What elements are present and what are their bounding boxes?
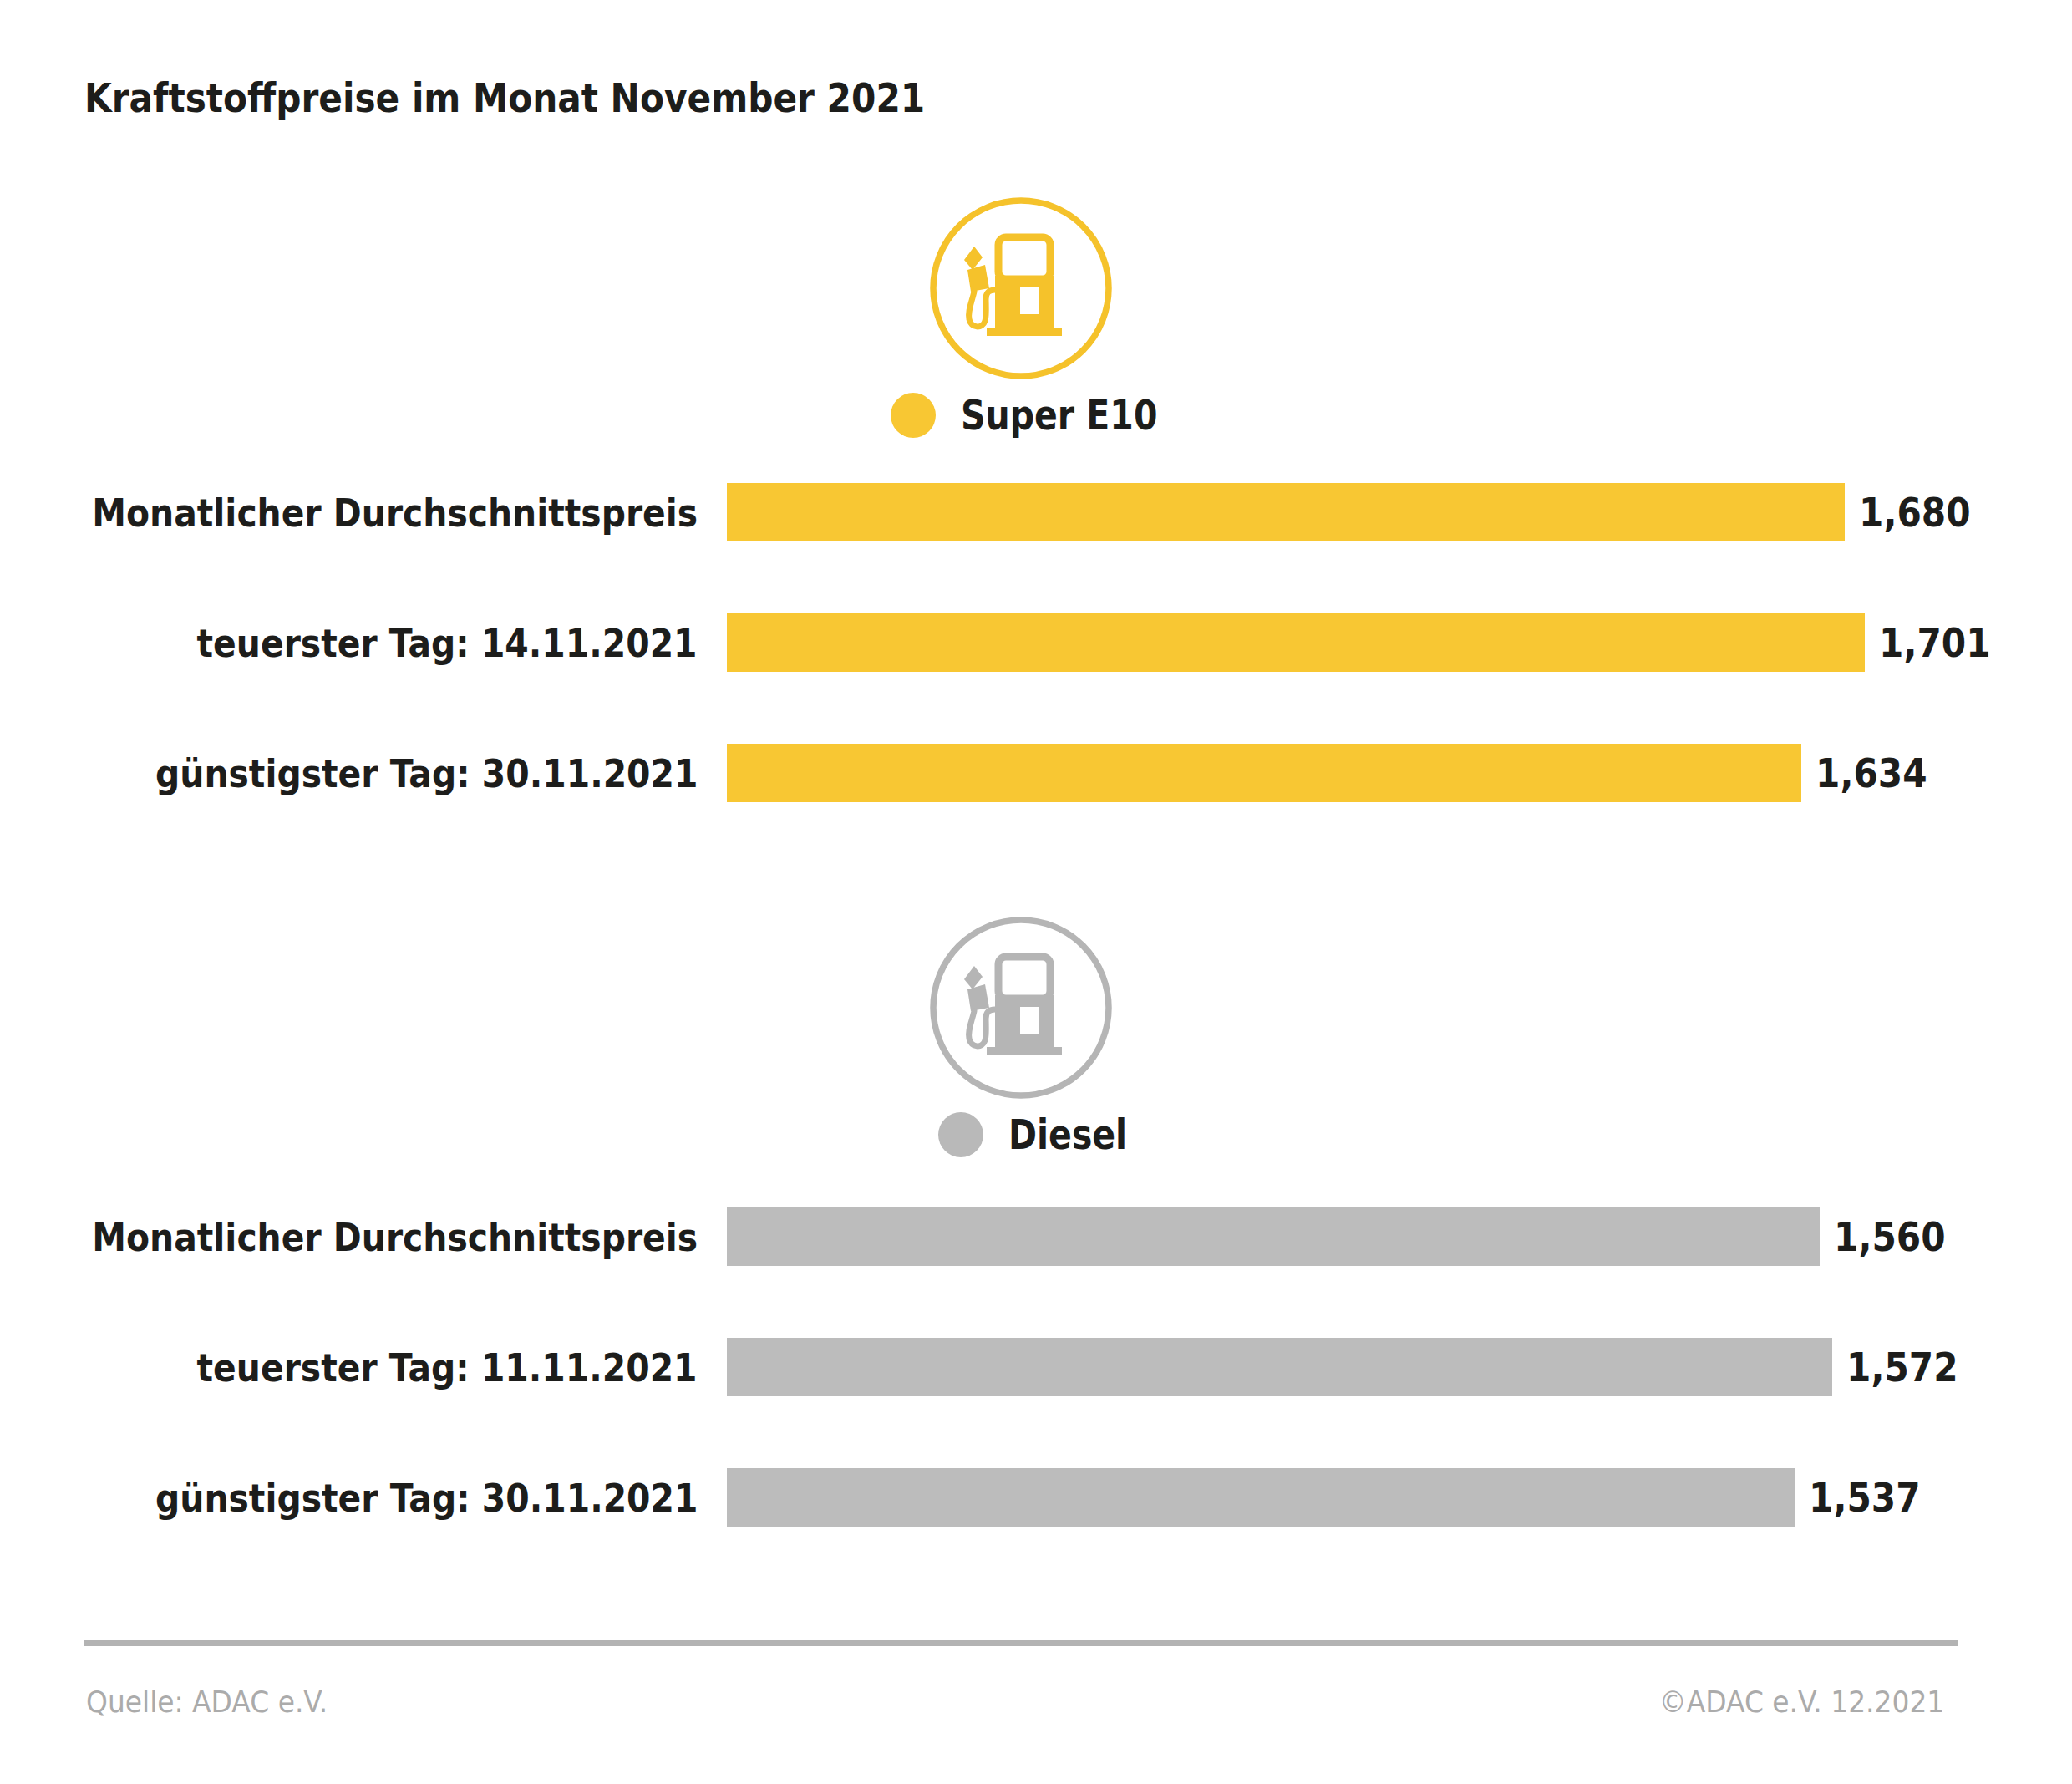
fuel-price-infographic: Kraftstoffpreise im Monat November 2021 … — [0, 0, 2072, 1784]
legend-dot-diesel — [938, 1112, 983, 1157]
bar-value: 1,634 — [1816, 750, 1927, 796]
fuel-pump-icon-super-e10 — [925, 192, 1117, 384]
footer-copyright: ©ADAC e.V. 12.2021 — [1659, 1685, 1944, 1719]
bar-value: 1,560 — [1834, 1213, 1946, 1260]
row-label: günstigster Tag: 30.11.2021 — [155, 750, 698, 796]
bar-super-avg — [727, 483, 1845, 541]
bar-row-super-avg: Monatlicher Durchschnittspreis 1,680 — [0, 483, 2072, 541]
super-e10-header: Super E10 — [84, 192, 1958, 439]
row-label: teuerster Tag: 11.11.2021 — [197, 1344, 698, 1390]
bar-diesel-avg — [727, 1207, 1820, 1266]
row-label: Monatlicher Durchschnittspreis — [92, 1214, 698, 1260]
legend-dot-super-e10 — [891, 393, 936, 438]
legend-label-diesel: Diesel — [1008, 1114, 1127, 1156]
bar-value: 1,680 — [1859, 489, 1971, 536]
bar-row-diesel-min: günstigster Tag: 30.11.2021 1,537 — [0, 1468, 2072, 1527]
footer-divider — [84, 1640, 1958, 1646]
bar-value: 1,701 — [1879, 619, 1991, 666]
footer-source: Quelle: ADAC e.V. — [86, 1685, 328, 1719]
legend-label-super-e10: Super E10 — [961, 394, 1157, 436]
row-label: teuerster Tag: 14.11.2021 — [197, 620, 698, 666]
bar-value: 1,572 — [1846, 1344, 1958, 1390]
bar-super-min — [727, 744, 1801, 802]
bar-diesel-min — [727, 1468, 1795, 1527]
chart-title: Kraftstoffpreise im Monat November 2021 — [84, 78, 925, 118]
diesel-header: Diesel — [84, 912, 1958, 1158]
bar-row-diesel-avg: Monatlicher Durchschnittspreis 1,560 — [0, 1207, 2072, 1266]
bar-row-diesel-max: teuerster Tag: 11.11.2021 1,572 — [0, 1338, 2072, 1396]
row-label: Monatlicher Durchschnittspreis — [92, 490, 698, 536]
bar-row-super-min: günstigster Tag: 30.11.2021 1,634 — [0, 744, 2072, 802]
bar-row-super-max: teuerster Tag: 14.11.2021 1,701 — [0, 613, 2072, 672]
row-label: günstigster Tag: 30.11.2021 — [155, 1475, 698, 1521]
bar-value: 1,537 — [1809, 1474, 1921, 1521]
bar-diesel-max — [727, 1338, 1832, 1396]
fuel-pump-icon-diesel — [925, 912, 1117, 1104]
legend-diesel: Diesel — [938, 1111, 1153, 1158]
bar-super-max — [727, 613, 1865, 672]
legend-super-e10: Super E10 — [891, 392, 1201, 439]
